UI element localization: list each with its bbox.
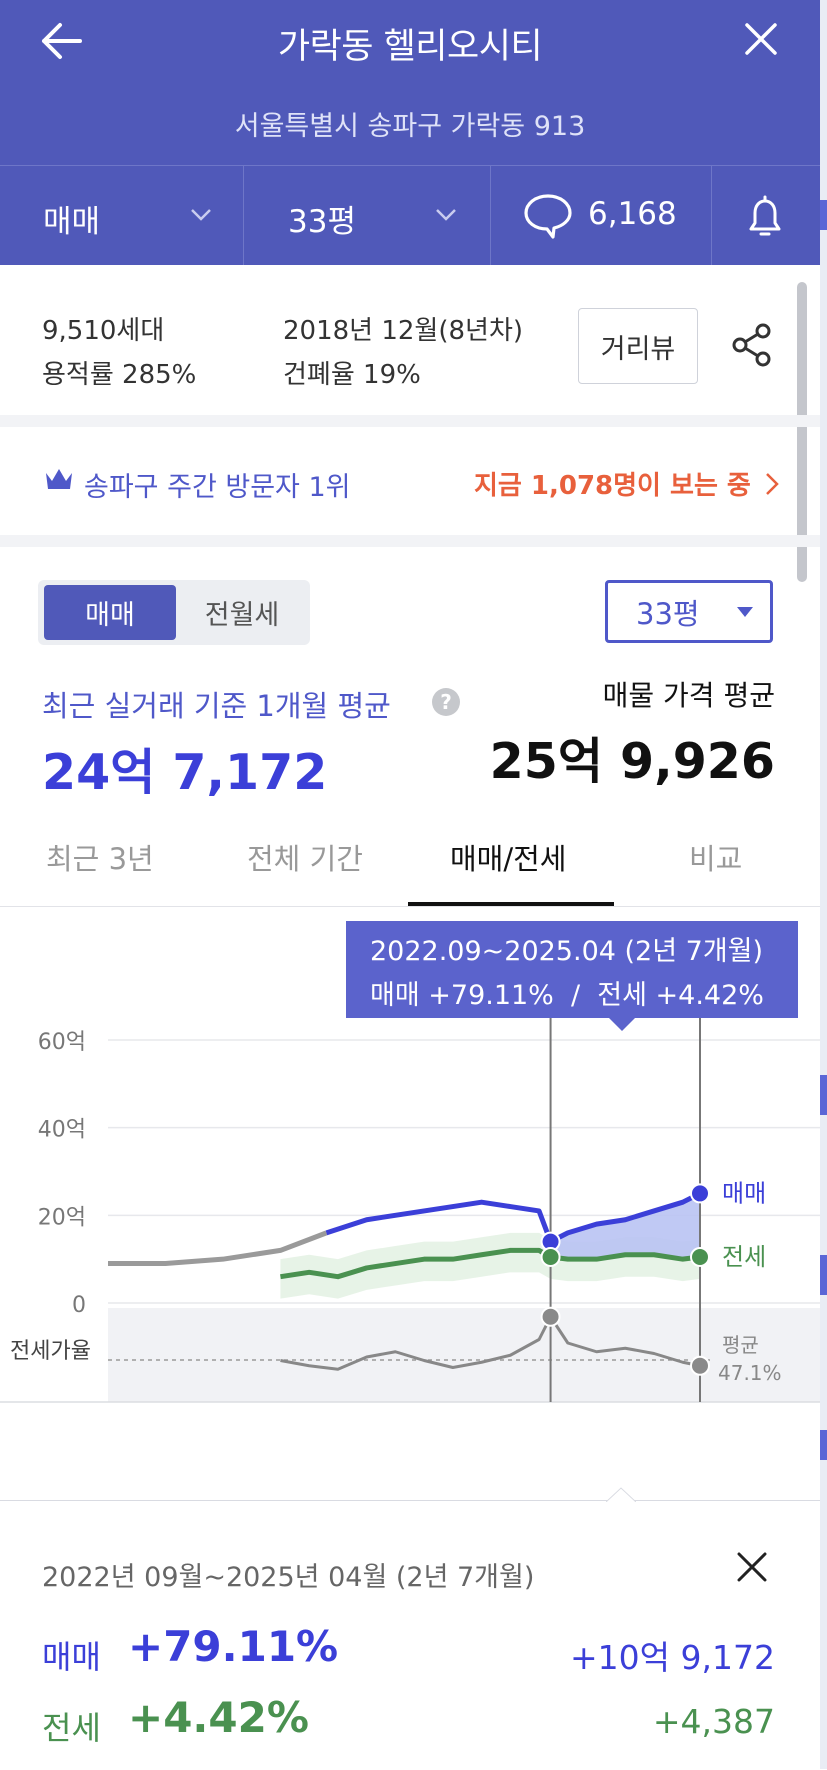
pyeong-label: 33평 bbox=[288, 204, 356, 240]
jeonse-end-point bbox=[690, 1246, 710, 1267]
jeonse-start-point bbox=[540, 1246, 561, 1267]
viewer-count: 지금 1,078명이 보는 중 bbox=[474, 471, 751, 501]
trade-type-label: 매매 bbox=[43, 204, 101, 240]
summary-jeonse-pct: +4.42% bbox=[128, 1693, 309, 1742]
close-icon[interactable] bbox=[744, 22, 778, 56]
ratio-end-point bbox=[690, 1355, 710, 1376]
section-divider bbox=[0, 415, 820, 427]
pyeong-select[interactable]: 33평 bbox=[605, 580, 773, 643]
divider bbox=[490, 165, 491, 265]
y-tick-label: 60억 bbox=[38, 1030, 86, 1055]
listing-price-value: 25억 9,926 bbox=[489, 733, 775, 790]
section-divider bbox=[0, 535, 820, 547]
page-title: 가락동 헬리오시티 bbox=[277, 27, 543, 67]
summary-jeonse-label: 전세 bbox=[42, 1709, 101, 1747]
tab-compare[interactable]: 비교 bbox=[689, 842, 743, 876]
filter-row bbox=[0, 165, 820, 266]
chevron-down-icon bbox=[191, 209, 211, 221]
tooltip-change: 매매 +79.11% / 전세 +4.42% bbox=[370, 980, 764, 1011]
side-map-strip bbox=[820, 0, 827, 1769]
address: 서울특별시 송파구 가락동 913 bbox=[234, 111, 586, 142]
ranking-label: 송파구 주간 방문자 1위 bbox=[84, 472, 351, 503]
floor-area-ratio: 용적률 285% bbox=[42, 360, 197, 390]
map-marker bbox=[820, 1255, 827, 1295]
y-tick-label: 0 bbox=[72, 1293, 86, 1318]
tooltip-pointer bbox=[608, 1017, 636, 1031]
header: 가락동 헬리오시티 서울특별시 송파구 가락동 913 매매 33평 6,168 bbox=[0, 0, 820, 265]
sheet-pointer bbox=[606, 1487, 636, 1502]
jeonse-line bbox=[280, 1247, 701, 1280]
pyeong-dropdown[interactable]: 33평 bbox=[244, 165, 490, 265]
map-marker bbox=[820, 1430, 827, 1460]
summary-jeonse-amount: +4,387 bbox=[652, 1702, 775, 1741]
divider bbox=[243, 165, 244, 265]
scrollbar[interactable] bbox=[797, 282, 807, 582]
price-chart[interactable]: 60억40억20억0전세가율매매전세평균47.1%201620182020202… bbox=[0, 900, 820, 1420]
jeonse-series-label: 전세 bbox=[722, 1243, 766, 1271]
tab-all-period[interactable]: 전체 기간 bbox=[247, 842, 363, 876]
tab-sale-jeonse[interactable]: 매매/전세 bbox=[450, 842, 567, 876]
building-coverage-ratio: 건폐율 19% bbox=[283, 360, 421, 390]
back-arrow-icon[interactable] bbox=[40, 22, 82, 60]
trade-type-dropdown[interactable]: 매매 bbox=[0, 165, 243, 265]
ratio-label: 전세가율 bbox=[10, 1339, 91, 1364]
map-marker bbox=[820, 1075, 827, 1115]
households: 9,510세대 bbox=[42, 316, 165, 346]
caret-down-icon bbox=[737, 607, 753, 617]
summary-sale-pct: +79.11% bbox=[128, 1622, 339, 1671]
recent-price-value: 24억 7,172 bbox=[42, 744, 328, 801]
sale-end-point bbox=[690, 1183, 710, 1204]
segment-rent[interactable]: 전월세 bbox=[204, 600, 280, 631]
summary-sale-amount: +10억 9,172 bbox=[570, 1638, 775, 1677]
tooltip-period: 2022.09~2025.04 (2년 7개월) bbox=[370, 936, 764, 967]
pyeong-select-label: 33평 bbox=[636, 596, 700, 631]
built-year: 2018년 12월(8년차) bbox=[283, 316, 524, 346]
sale-line bbox=[325, 1191, 702, 1245]
tab-active-indicator bbox=[408, 902, 614, 906]
summary-sheet bbox=[0, 1500, 820, 1770]
tab-recent-3y[interactable]: 최근 3년 bbox=[46, 842, 154, 876]
y-tick-label: 40억 bbox=[38, 1118, 86, 1143]
average-label: 평균 bbox=[722, 1333, 759, 1357]
ranking-row[interactable]: 송파구 주간 방문자 1위 지금 1,078명이 보는 중 bbox=[0, 427, 820, 535]
chevron-down-icon bbox=[436, 209, 456, 221]
comments-button[interactable]: 6,168 bbox=[491, 165, 711, 265]
street-view-button[interactable]: 거리뷰 bbox=[578, 308, 698, 384]
crown-icon bbox=[46, 469, 72, 489]
tab-divider bbox=[0, 906, 820, 907]
average-value: 47.1% bbox=[718, 1361, 782, 1385]
bell-icon[interactable] bbox=[741, 193, 789, 241]
sale-series-label: 매매 bbox=[722, 1179, 766, 1207]
listing-price-label: 매물 가격 평균 bbox=[602, 679, 775, 712]
ratio-line bbox=[280, 1315, 701, 1371]
chevron-right-icon bbox=[766, 473, 779, 495]
help-icon[interactable]: ? bbox=[432, 688, 460, 716]
comment-count: 6,168 bbox=[588, 196, 677, 232]
share-icon[interactable] bbox=[730, 322, 774, 368]
map-marker bbox=[820, 200, 827, 230]
divider bbox=[711, 165, 712, 265]
sale-line-history bbox=[108, 1230, 328, 1267]
recent-price-label: 최근 실거래 기준 1개월 평균 bbox=[42, 689, 391, 723]
chat-bubble-icon bbox=[524, 194, 572, 239]
segment-sale[interactable]: 매매 bbox=[44, 585, 176, 640]
summary-sale-label: 매매 bbox=[42, 1638, 101, 1676]
ratio-panel bbox=[108, 1308, 820, 1402]
summary-period: 2022년 09월~2025년 04월 (2년 7개월) bbox=[42, 1562, 535, 1593]
ratio-start-point bbox=[540, 1306, 561, 1327]
range-tooltip: 2022.09~2025.04 (2년 7개월) 매매 +79.11% / 전세… bbox=[346, 921, 798, 1018]
y-tick-label: 20억 bbox=[38, 1205, 86, 1230]
close-icon[interactable] bbox=[736, 1551, 768, 1583]
